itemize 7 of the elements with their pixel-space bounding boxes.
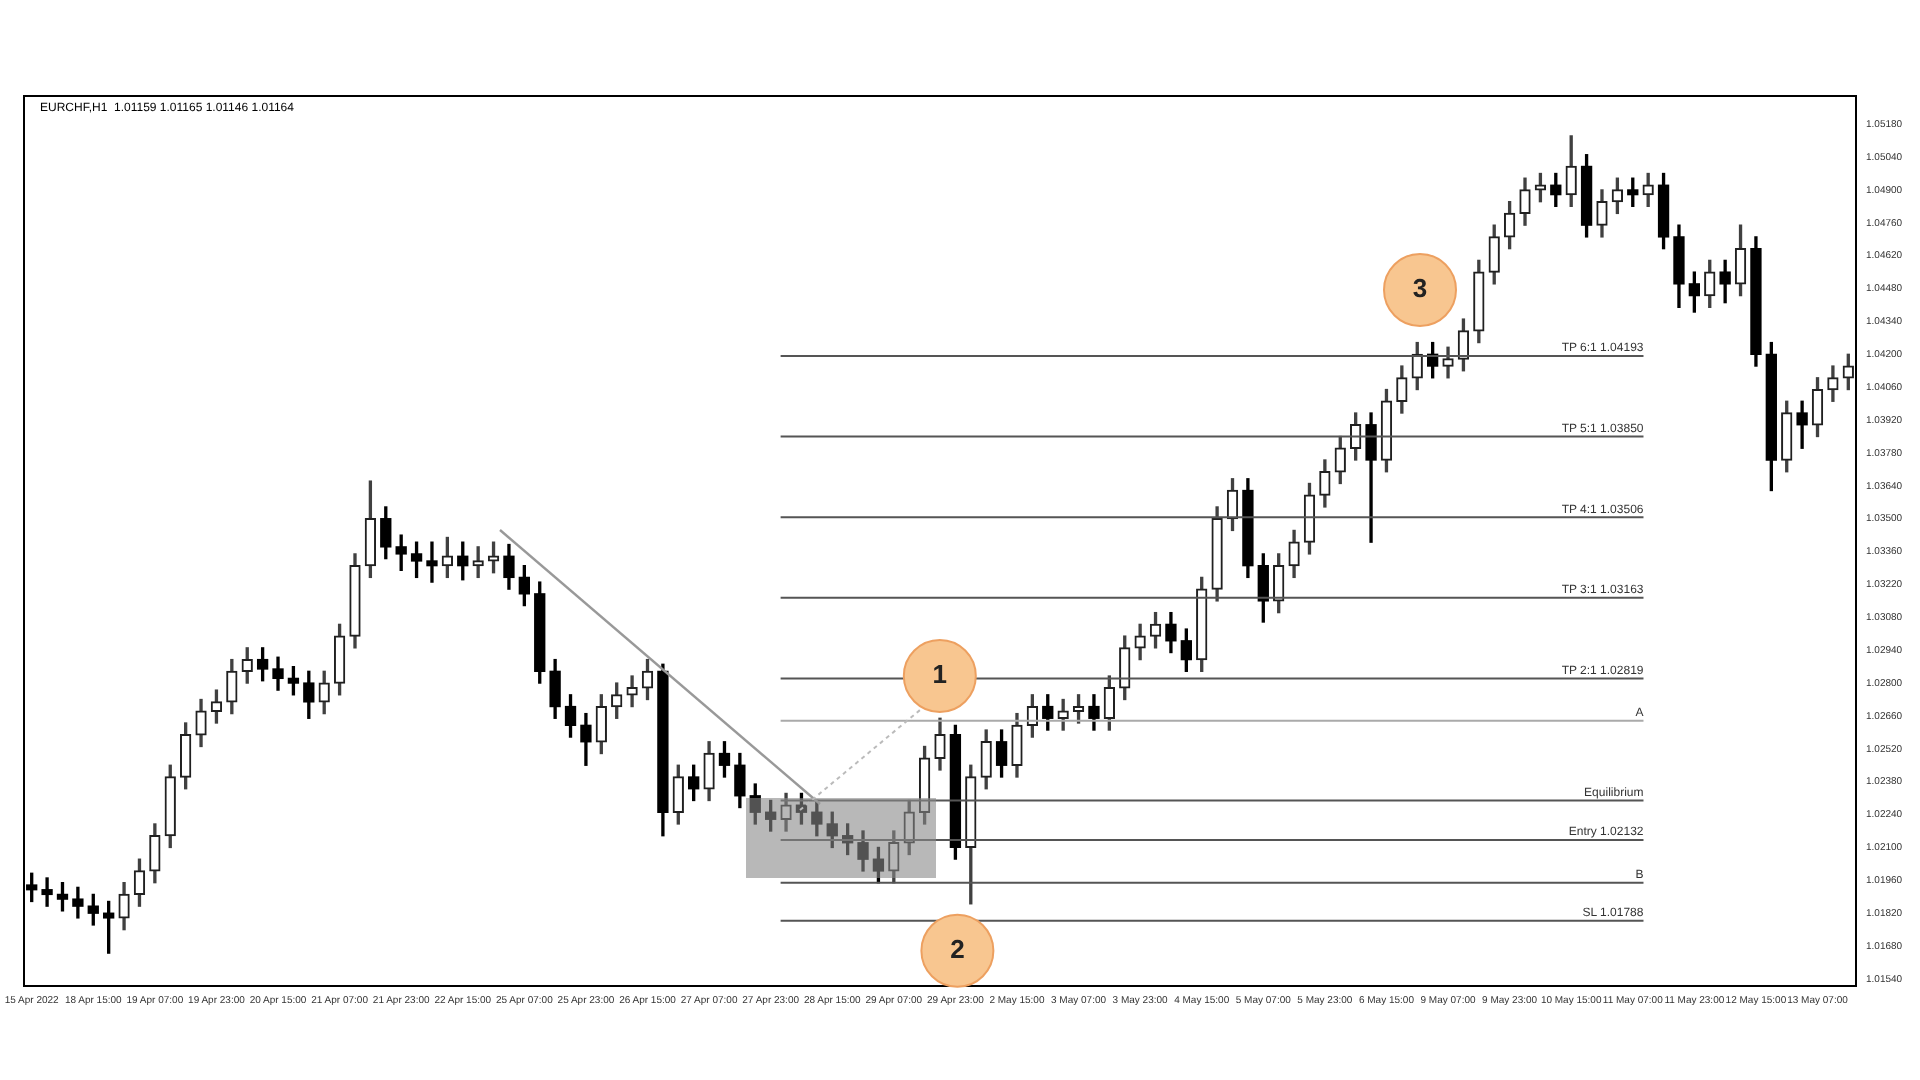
candlestick (426, 541, 438, 583)
annotation: 1 (932, 659, 948, 690)
annotation: 2 (950, 933, 965, 964)
candlestick (41, 877, 53, 907)
annotation: 3 (1412, 273, 1428, 304)
candlestick (472, 546, 484, 579)
candlestick (626, 675, 638, 708)
